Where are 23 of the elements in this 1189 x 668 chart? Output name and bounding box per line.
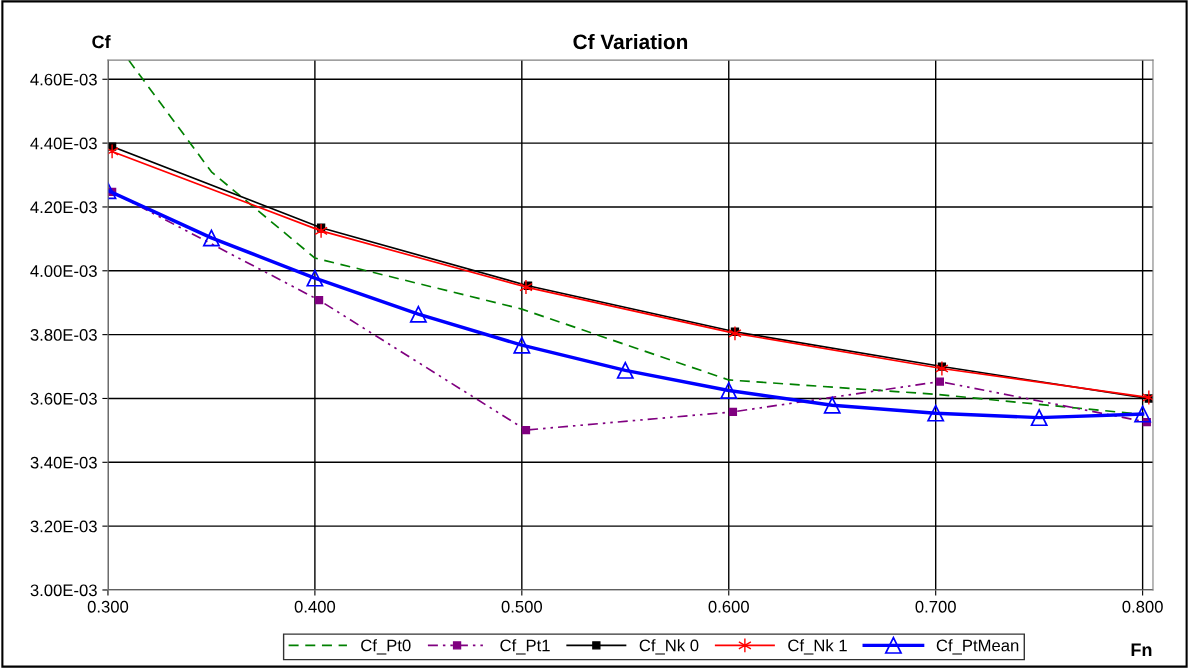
legend-label: Cf_Nk 1 xyxy=(788,639,847,655)
chart-title: Cf Variation xyxy=(573,33,688,50)
legend-label: Cf_Nk 0 xyxy=(639,639,699,655)
y-tick-label: 3.00E-03 xyxy=(30,584,97,597)
y-tick-label: 3.20E-03 xyxy=(30,520,97,533)
x-axis-title: Fn xyxy=(1131,643,1152,656)
y-axis-title: Cf xyxy=(92,35,111,49)
x-tick-label: 0.300 xyxy=(87,600,129,613)
x-tick-label: 0.700 xyxy=(915,600,956,613)
x-tick-label: 0.500 xyxy=(501,600,543,613)
legend-label: Cf_Pt1 xyxy=(500,639,550,655)
x-tick-label: 0.800 xyxy=(1122,600,1163,613)
y-tick-label: 4.20E-03 xyxy=(30,201,97,214)
legend-label: Cf_Pt0 xyxy=(361,639,411,655)
y-tick-label: 4.40E-03 xyxy=(30,137,97,150)
y-tick-label: 3.40E-03 xyxy=(30,456,97,469)
x-tick-label: 0.400 xyxy=(294,600,336,613)
y-tick-label: 3.60E-03 xyxy=(30,392,97,405)
y-tick-label: 4.60E-03 xyxy=(30,73,97,86)
y-tick-label: 3.80E-03 xyxy=(30,329,97,341)
y-tick-label: 4.00E-03 xyxy=(30,265,97,277)
legend-label: Cf_PtMean xyxy=(936,639,1019,655)
x-tick-label: 0.600 xyxy=(708,600,749,613)
